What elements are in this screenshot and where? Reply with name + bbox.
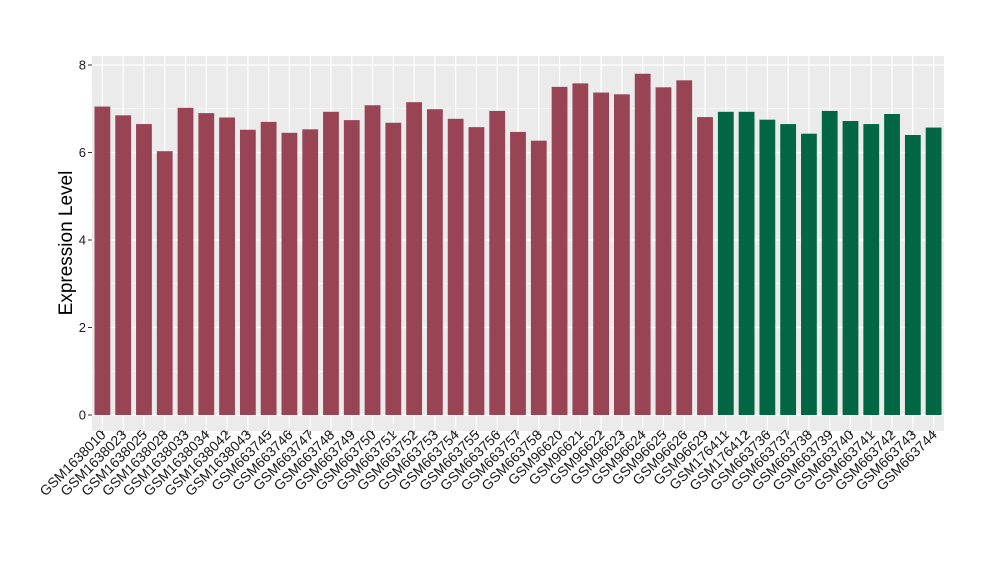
bar-GSM1638023 [115,115,132,415]
y-tick-label: 2 [79,320,86,335]
bar-GSM663749 [343,120,360,415]
bar-GSM1638043 [239,129,256,415]
bar-GSM176412 [738,111,755,415]
bar-GSM96622 [593,92,610,415]
y-tick-label: 6 [79,145,86,160]
bar-GSM1638034 [198,113,215,415]
y-axis-title: Expression Level [56,171,77,316]
bar-GSM663737 [780,124,797,415]
y-tick-label: 0 [79,408,86,423]
bar-GSM663743 [904,135,921,415]
bar-GSM663739 [821,110,838,415]
bar-GSM663742 [884,114,900,415]
bar-GSM1638033 [177,107,194,415]
bar-GSM96626 [676,80,693,415]
bar-GSM96621 [572,83,589,415]
bar-GSM663752 [406,102,422,415]
bar-GSM1638028 [156,151,173,415]
bar-GSM96625 [655,87,672,415]
bar-GSM663755 [468,127,485,415]
bar-GSM663736 [759,119,776,415]
bar-GSM663740 [842,121,859,415]
bar-GSM663754 [447,118,464,415]
bar-GSM176411 [717,111,734,415]
bar-GSM663751 [385,122,402,415]
bar-GSM663741 [863,124,880,415]
bar-GSM96620 [551,86,568,415]
bar-GSM663753 [426,109,443,415]
bar-GSM663757 [510,131,526,415]
y-tick-label: 8 [79,58,86,73]
bar-GSM663748 [323,111,339,415]
bar-GSM96623 [614,94,630,415]
bar-GSM663747 [302,129,319,415]
bar-GSM663756 [489,110,506,415]
bar-GSM663744 [925,127,942,415]
bar-GSM663750 [364,105,381,415]
bar-GSM1638010 [94,106,111,415]
y-axis: 0 2 4 6 8 [79,58,92,423]
bar-GSM663758 [530,140,547,415]
bars [94,73,942,415]
bar-GSM663738 [801,133,817,415]
y-tick-label: 4 [79,233,86,248]
bar-GSM663746 [281,132,298,415]
bar-GSM1638025 [136,124,152,415]
bar-GSM96629 [697,117,713,415]
bar-GSM96624 [634,73,651,415]
bar-GSM663745 [260,121,277,415]
bar-GSM1638042 [219,117,235,415]
x-axis: GSM1638010GSM1638023GSM1638025GSM1638028… [36,426,940,499]
